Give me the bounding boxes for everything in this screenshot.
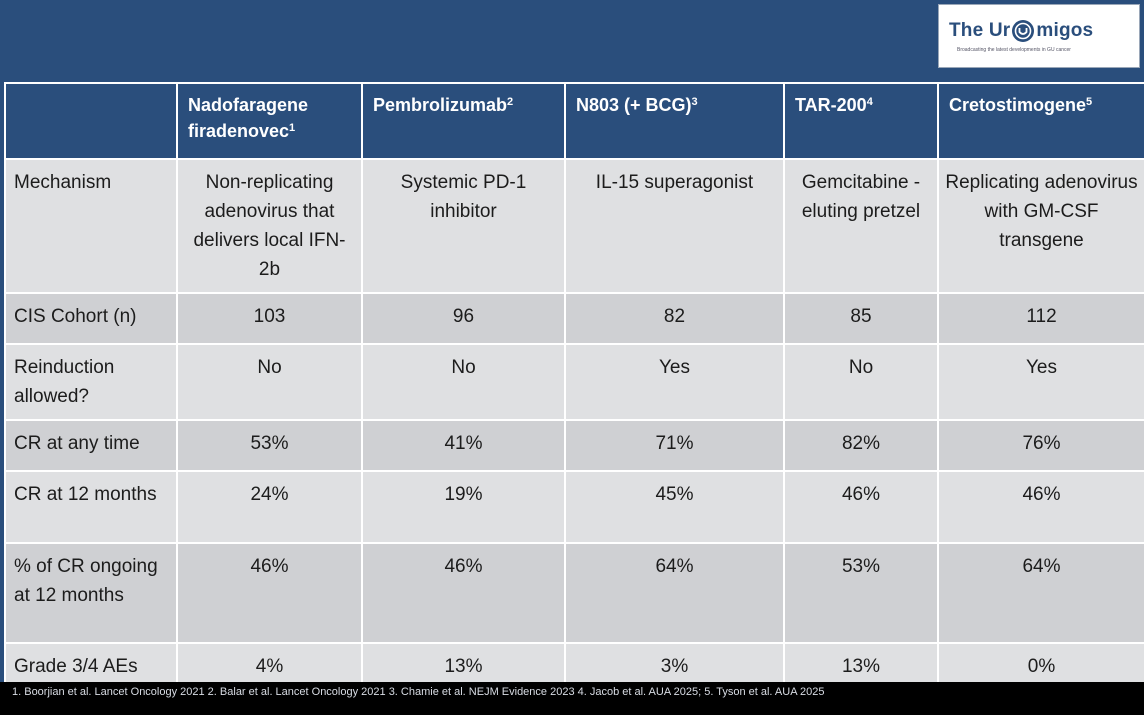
table-cell: IL-15 superagonist (564, 158, 785, 294)
row-label: % of CR ongoing at 12 months (4, 542, 178, 644)
header-ref-3: 3 (691, 96, 698, 108)
table-cell: 64% (564, 542, 785, 644)
table-cell: 24% (176, 470, 363, 544)
table-cell: 41% (361, 419, 566, 472)
table-cell: 82 (564, 292, 785, 345)
header-ref-4: 4 (866, 96, 873, 108)
header-nadofaragene: Nadofaragene firadenovec1 (176, 82, 363, 160)
logo-text-end: migos (1036, 20, 1094, 41)
table-cell: 71% (564, 419, 785, 472)
logo-text-start: The Ur (949, 20, 1011, 41)
table-cell: 103 (176, 292, 363, 345)
table-row-mechanism: Mechanism Non-replicating adenovirus tha… (4, 158, 1144, 294)
table-row-cr-any-time: CR at any time 53% 41% 71% 82% 76% (4, 419, 1144, 472)
table-row-cr-12-months: CR at 12 months 24% 19% 45% 46% 46% (4, 470, 1144, 544)
logo-wordmark: The Ur migos (949, 19, 1093, 43)
table-cell: Yes (937, 343, 1144, 421)
table-row-cis-cohort: CIS Cohort (n) 103 96 82 85 112 (4, 292, 1144, 345)
header-row: Nadofaragene firadenovec1 Pembrolizumab2… (4, 82, 1144, 160)
table-cell: 53% (176, 419, 363, 472)
uromigos-logo-icon (1012, 20, 1035, 42)
references-footer: 1. Boorjian et al. Lancet Oncology 2021 … (0, 682, 1144, 715)
header-ref-5: 5 (1086, 96, 1093, 108)
table-cell: Replicating adenovirus with GM-CSF trans… (937, 158, 1144, 294)
table-cell: 45% (564, 470, 785, 544)
table-cell: 46% (361, 542, 566, 644)
table-cell: No (783, 343, 939, 421)
comparison-table-wrapper: Nadofaragene firadenovec1 Pembrolizumab2… (4, 82, 1144, 694)
table-cell: 85 (783, 292, 939, 345)
header-pembrolizumab: Pembrolizumab2 (361, 82, 566, 160)
header-cretostimogene: Cretostimogene5 (937, 82, 1144, 160)
header-tar200: TAR-2004 (783, 82, 939, 160)
table-cell: 46% (176, 542, 363, 644)
header-ref-2: 2 (507, 96, 514, 108)
table-cell: 76% (937, 419, 1144, 472)
comparison-table: Nadofaragene firadenovec1 Pembrolizumab2… (4, 82, 1144, 694)
table-cell: 46% (783, 470, 939, 544)
table-cell: No (176, 343, 363, 421)
logo-tagline: Broadcasting the latest developments in … (957, 47, 1071, 53)
row-label: CR at 12 months (4, 470, 178, 544)
row-label: CIS Cohort (n) (4, 292, 178, 345)
table-cell: 19% (361, 470, 566, 544)
table-cell: 82% (783, 419, 939, 472)
row-label: Mechanism (4, 158, 178, 294)
references-text: 1. Boorjian et al. Lancet Oncology 2021 … (12, 686, 825, 698)
uromigos-logo: The Ur migos Broadcasting the latest dev… (938, 4, 1140, 68)
table-row-cr-ongoing: % of CR ongoing at 12 months 46% 46% 64%… (4, 542, 1144, 644)
header-n803: N803 (+ BCG)3 (564, 82, 785, 160)
table-cell: 53% (783, 542, 939, 644)
row-label: Reinduction allowed? (4, 343, 178, 421)
table-cell: 96 (361, 292, 566, 345)
table-cell: 64% (937, 542, 1144, 644)
table-cell: Gemcitabine -eluting pretzel (783, 158, 939, 294)
header-ref-1: 1 (289, 122, 296, 134)
table-cell: Yes (564, 343, 785, 421)
row-label: CR at any time (4, 419, 178, 472)
table-cell: 46% (937, 470, 1144, 544)
header-corner (4, 82, 178, 160)
table-cell: Non-replicating adenovirus that delivers… (176, 158, 363, 294)
table-row-reinduction: Reinduction allowed? No No Yes No Yes (4, 343, 1144, 421)
table-cell: No (361, 343, 566, 421)
table-cell: 112 (937, 292, 1144, 345)
table-cell: Systemic PD-1 inhibitor (361, 158, 566, 294)
